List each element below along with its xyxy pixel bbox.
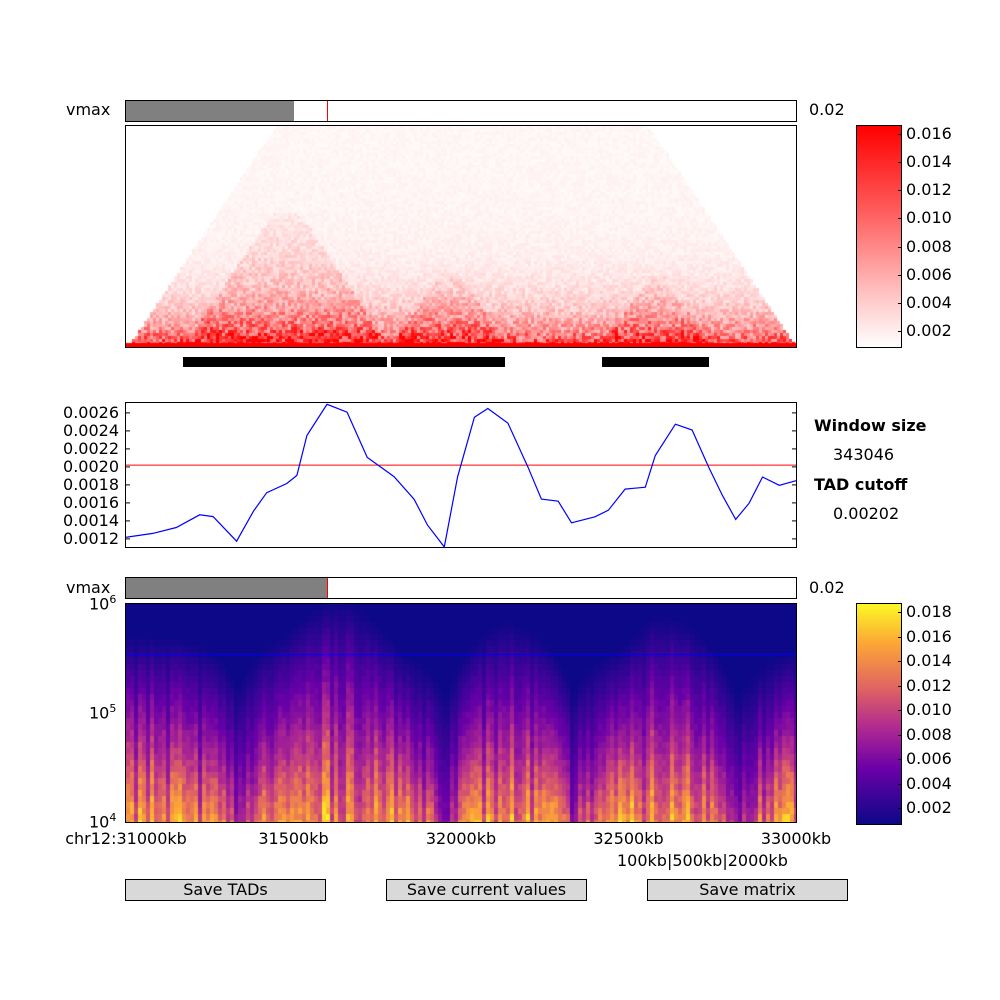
save-matrix-button[interactable]: Save matrix xyxy=(647,879,848,901)
spectrum-colorbar xyxy=(856,603,902,825)
save-current-values-button[interactable]: Save current values xyxy=(386,879,587,901)
x-tick-label: 32500kb xyxy=(593,829,664,848)
hic-triangle-heatmap[interactable] xyxy=(126,126,796,347)
window-size-title: Window size xyxy=(814,416,927,435)
colorbar-tick-label: 0.012 xyxy=(906,675,952,695)
ytick-label: 0.0016 xyxy=(63,493,119,512)
colorbar-tick xyxy=(898,808,902,809)
x-tick-label: 31500kb xyxy=(258,829,329,848)
window-scale-label: 100kb|500kb|2000kb xyxy=(617,851,788,870)
ytick-label: 0.0018 xyxy=(63,475,119,494)
insulation-plot-frame xyxy=(125,402,797,548)
hic-colorbar xyxy=(856,125,902,348)
save-tads-button[interactable]: Save TADs xyxy=(125,879,326,901)
colorbar-tick xyxy=(898,783,902,785)
ytick-label: 0.0026 xyxy=(63,403,119,422)
colorbar-tick-label: 0.004 xyxy=(906,292,952,312)
ytick-label: 0.0014 xyxy=(63,511,119,530)
bottom-vmax-slider-fill xyxy=(126,578,327,598)
insulation-score-line xyxy=(125,403,797,549)
window-size-value[interactable]: 343046 xyxy=(833,445,895,464)
tad-cutoff-value[interactable]: 0.00202 xyxy=(833,504,900,523)
x-tick-label: 33000kb xyxy=(760,829,832,848)
top-vmax-value: 0.02 xyxy=(809,100,845,119)
insulation-score-plot[interactable]: 0.00260.00240.00220.00200.00180.00160.00… xyxy=(0,0,800,560)
spectrum-ytick-label: 104 xyxy=(89,811,117,832)
colorbar-tick xyxy=(898,134,902,135)
colorbar-tick xyxy=(898,710,902,711)
colorbar-tick xyxy=(898,685,902,687)
colorbar-tick-label: 0.016 xyxy=(906,626,952,646)
ytick-label: 0.0020 xyxy=(63,457,119,476)
bottom-vmax-slider[interactable] xyxy=(125,577,797,599)
bottom-vmax-value: 0.02 xyxy=(809,578,845,597)
top-vmax-slider-marker[interactable] xyxy=(327,101,328,121)
colorbar-tick xyxy=(898,636,902,638)
insulation-yticks: 0.00260.00240.00220.00200.00180.00160.00… xyxy=(63,403,796,548)
colorbar-tick-label: 0.008 xyxy=(906,724,952,744)
colorbar-tick-label: 0.016 xyxy=(906,124,952,143)
colorbar-tick xyxy=(898,661,902,662)
colorbar-tick xyxy=(898,218,902,220)
top-vmax-slider[interactable] xyxy=(125,100,797,122)
ytick-label: 0.0012 xyxy=(63,529,119,548)
colorbar-tick-label: 0.002 xyxy=(906,321,952,340)
colorbar-tick-label: 0.004 xyxy=(906,773,952,793)
bottom-vmax-label: vmax xyxy=(66,578,111,597)
colorbar-tick xyxy=(898,759,902,760)
colorbar-tick xyxy=(898,331,902,332)
spectrum-ytick-label: 105 xyxy=(89,702,117,723)
colorbar-tick-label: 0.012 xyxy=(906,180,952,200)
insulation-spectrum-heatmap[interactable] xyxy=(126,604,796,822)
spectrum-ytick-label: 106 xyxy=(89,593,117,614)
colorbar-tick-label: 0.018 xyxy=(906,602,952,621)
colorbar-tick-label: 0.010 xyxy=(906,700,952,719)
top-vmax-label: vmax xyxy=(66,100,111,119)
colorbar-tick-label: 0.006 xyxy=(906,264,952,284)
ytick-label: 0.0022 xyxy=(63,439,119,458)
x-tick-label: chr12:31000kb xyxy=(65,829,187,848)
colorbar-tick xyxy=(898,612,902,613)
hic-heatmap-panel[interactable] xyxy=(125,125,797,348)
colorbar-tick xyxy=(898,734,902,736)
tad-segment[interactable] xyxy=(601,357,709,367)
colorbar-tick-label: 0.014 xyxy=(906,152,952,172)
spectrum-panel[interactable] xyxy=(125,603,797,823)
tad-cutoff-title: TAD cutoff xyxy=(814,475,908,494)
tad-segment[interactable] xyxy=(182,357,388,367)
tad-segment[interactable] xyxy=(390,357,505,367)
colorbar-tick-label: 0.006 xyxy=(906,749,952,768)
bottom-vmax-slider-marker[interactable] xyxy=(327,578,328,598)
colorbar-tick-label: 0.010 xyxy=(906,208,952,228)
ytick-label: 0.0024 xyxy=(63,421,119,440)
colorbar-tick-label: 0.014 xyxy=(906,651,952,670)
colorbar-tick xyxy=(898,162,902,164)
colorbar-tick xyxy=(898,302,902,304)
x-tick-label: 32000kb xyxy=(425,829,497,848)
colorbar-tick-label: 0.002 xyxy=(906,798,952,817)
colorbar-tick-label: 0.008 xyxy=(906,236,952,256)
colorbar-tick xyxy=(898,274,902,276)
top-vmax-slider-fill xyxy=(126,101,294,121)
colorbar-tick xyxy=(898,246,902,248)
colorbar-tick xyxy=(898,190,902,192)
